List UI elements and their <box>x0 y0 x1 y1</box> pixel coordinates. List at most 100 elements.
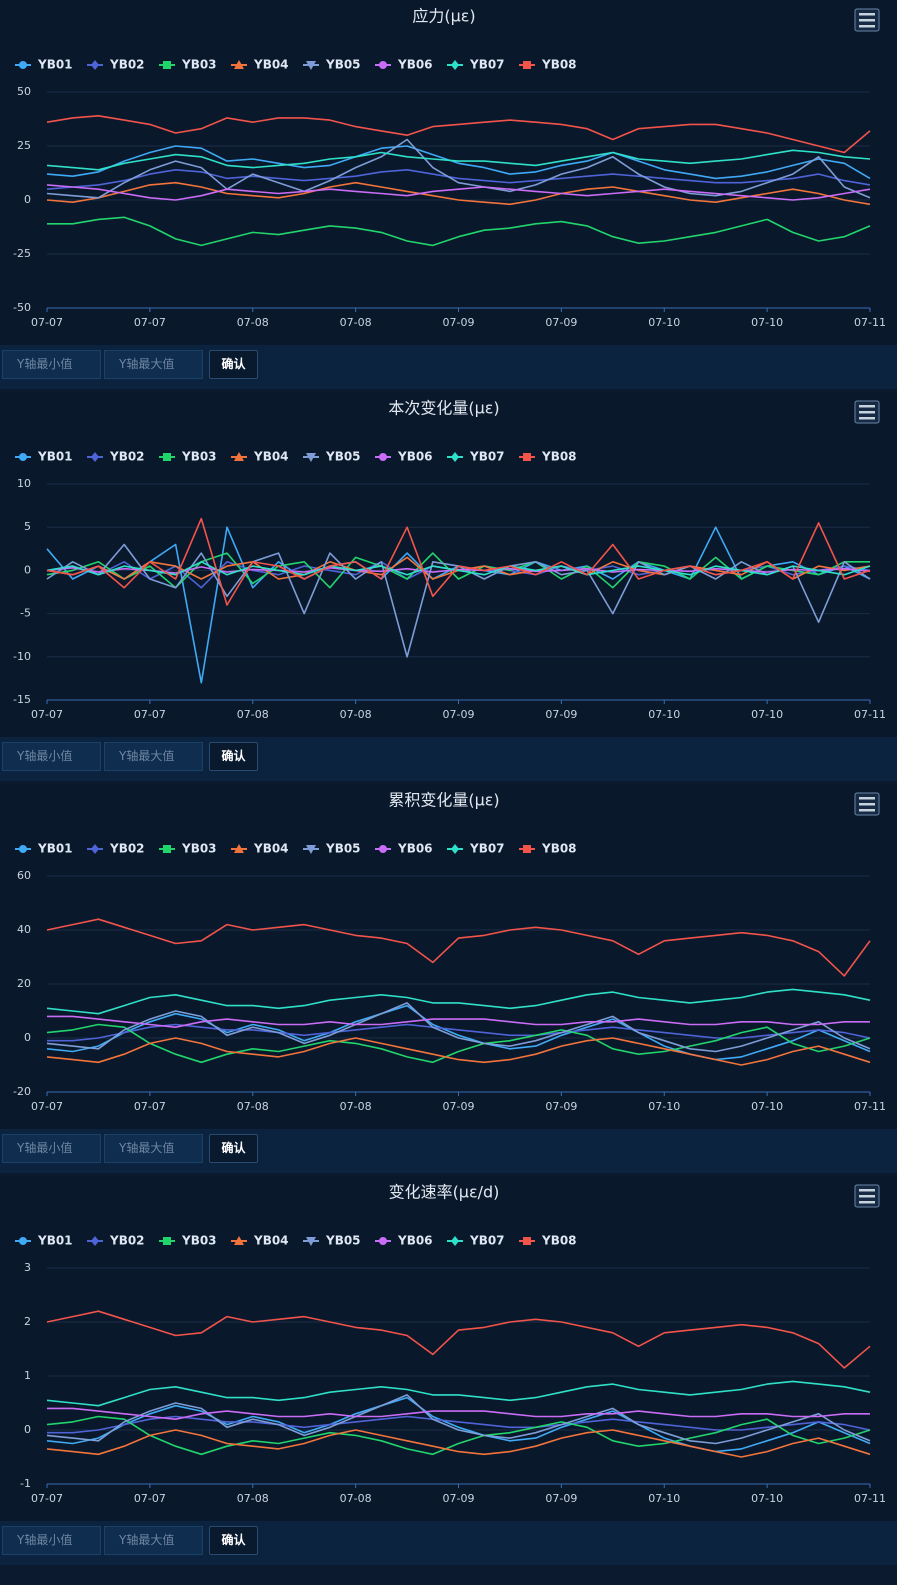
confirm-button[interactable]: 确认 <box>209 1526 258 1555</box>
chart-panel: 本次变化量(με) -15 -10 -5 0 5 10 07-07 07-07 07-08 07-0… <box>0 392 897 784</box>
x-tick-label: 07-08 <box>340 1492 372 1505</box>
legend-label: YB06 <box>397 450 433 464</box>
chart: 累积变化量(με) -20 0 20 40 60 07-07 07-07 07-08 07-08 0… <box>0 784 897 1129</box>
x-tick-label: 07-08 <box>340 1100 372 1113</box>
legend-label: YB05 <box>325 58 361 72</box>
x-tick-label: 07-07 <box>134 1492 166 1505</box>
legend-symbol <box>91 1236 99 1246</box>
series-line <box>46 1310 871 1369</box>
x-tick-label: 07-09 <box>545 316 577 329</box>
confirm-button[interactable]: 确认 <box>209 1134 258 1163</box>
menu-bar <box>859 803 875 806</box>
x-tick-label: 07-10 <box>751 1100 783 1113</box>
menu-bar <box>859 1189 875 1192</box>
y-min-input[interactable]: Y轴最小值 <box>2 742 101 771</box>
x-tick-label: 07-11 <box>854 1492 886 1505</box>
x-tick-label: 07-10 <box>751 708 783 721</box>
legend-label: YB06 <box>397 58 433 72</box>
x-tick-label: 07-08 <box>237 1492 269 1505</box>
legend-label: YB08 <box>541 842 577 856</box>
legend-symbol <box>451 1236 459 1246</box>
y-tick-label: -20 <box>13 1085 31 1098</box>
series-line <box>46 149 871 171</box>
legend-symbol <box>163 61 171 69</box>
legend-symbol <box>19 1237 27 1245</box>
series-line <box>46 184 871 201</box>
y-max-input[interactable]: Y轴最大值 <box>104 742 203 771</box>
x-tick-label: 07-08 <box>340 316 372 329</box>
legend-symbol <box>91 844 99 854</box>
legend-label: YB04 <box>253 450 289 464</box>
chart: 变化速率(με/d) -1 0 1 2 3 07-07 07-07 07-08 07-08 07-0… <box>0 1176 897 1521</box>
y-tick-label: -1 <box>20 1477 31 1490</box>
legend-symbol <box>91 60 99 70</box>
confirm-button[interactable]: 确认 <box>209 350 258 379</box>
x-tick-label: 07-09 <box>443 1492 475 1505</box>
legend-symbol <box>451 452 459 462</box>
series-line <box>46 169 871 190</box>
x-tick-label: 07-08 <box>237 316 269 329</box>
legend-symbol <box>163 1237 171 1245</box>
x-tick-label: 07-11 <box>854 1100 886 1113</box>
y-max-input[interactable]: Y轴最大值 <box>104 1526 203 1555</box>
y-min-input[interactable]: Y轴最小值 <box>2 1134 101 1163</box>
x-tick-label: 07-10 <box>751 316 783 329</box>
legend-label: YB04 <box>253 58 289 72</box>
legend-symbol <box>523 453 531 461</box>
series-line <box>46 181 871 206</box>
menu-bar <box>859 417 875 420</box>
y-max-input[interactable]: Y轴最大值 <box>104 350 203 379</box>
legend-symbol <box>306 61 316 70</box>
legend-label: YB01 <box>37 842 73 856</box>
series-line <box>46 1380 871 1407</box>
legend-symbol <box>234 60 244 69</box>
controls-bar: Y轴最小值 Y轴最大值 确认 <box>0 1129 897 1173</box>
x-tick-label: 07-11 <box>854 708 886 721</box>
series-line <box>46 561 871 576</box>
x-tick-label: 07-08 <box>237 1100 269 1113</box>
chart: 本次变化量(με) -15 -10 -5 0 5 10 07-07 07-07 07-08 07-0… <box>0 392 897 737</box>
y-min-input[interactable]: Y轴最小值 <box>2 1526 101 1555</box>
y-max-input[interactable]: Y轴最大值 <box>104 1134 203 1163</box>
series-line <box>47 1407 870 1420</box>
menu-button[interactable] <box>854 792 880 816</box>
legend-label: YB05 <box>325 450 361 464</box>
series-line <box>46 1002 871 1053</box>
y-tick-label: 10 <box>17 477 31 490</box>
x-tick-label: 07-10 <box>648 1100 680 1113</box>
legend-symbol <box>451 844 459 854</box>
y-tick-label: 50 <box>17 85 31 98</box>
legend-label: YB08 <box>541 450 577 464</box>
menu-button[interactable] <box>854 400 880 424</box>
legend-label: YB05 <box>325 842 361 856</box>
series-line <box>47 216 871 247</box>
y-tick-label: 1 <box>24 1369 31 1382</box>
y-tick-label: 0 <box>24 563 31 576</box>
legend-label: YB07 <box>469 58 505 72</box>
y-min-input[interactable]: Y轴最小值 <box>2 350 101 379</box>
controls-bar: Y轴最小值 Y轴最大值 确认 <box>0 737 897 781</box>
legend-label: YB04 <box>253 842 289 856</box>
menu-bar <box>859 1195 875 1198</box>
chart-title: 累积变化量(με) <box>388 791 499 810</box>
menu-bar <box>859 1201 875 1204</box>
legend-label: YB01 <box>37 58 73 72</box>
x-tick-label: 07-08 <box>237 708 269 721</box>
legend-label: YB02 <box>109 58 145 72</box>
confirm-button[interactable]: 确认 <box>209 742 258 771</box>
legend-symbol <box>163 453 171 461</box>
chart-title: 变化速率(με/d) <box>389 1183 500 1202</box>
menu-bar <box>859 411 875 414</box>
menu-bar <box>859 19 875 22</box>
series-line <box>46 115 871 154</box>
legend-label: YB07 <box>469 450 505 464</box>
menu-button[interactable] <box>854 1184 880 1208</box>
legend-label: YB02 <box>109 842 145 856</box>
menu-button[interactable] <box>854 8 880 32</box>
chart-panel: 累积变化量(με) -20 0 20 40 60 07-07 07-07 07-08 07-08 0… <box>0 784 897 1176</box>
x-tick-label: 07-09 <box>443 708 475 721</box>
legend-symbol <box>523 1237 531 1245</box>
x-tick-label: 07-09 <box>443 1100 475 1113</box>
legend-label: YB08 <box>541 58 577 72</box>
series-line <box>46 1037 871 1066</box>
